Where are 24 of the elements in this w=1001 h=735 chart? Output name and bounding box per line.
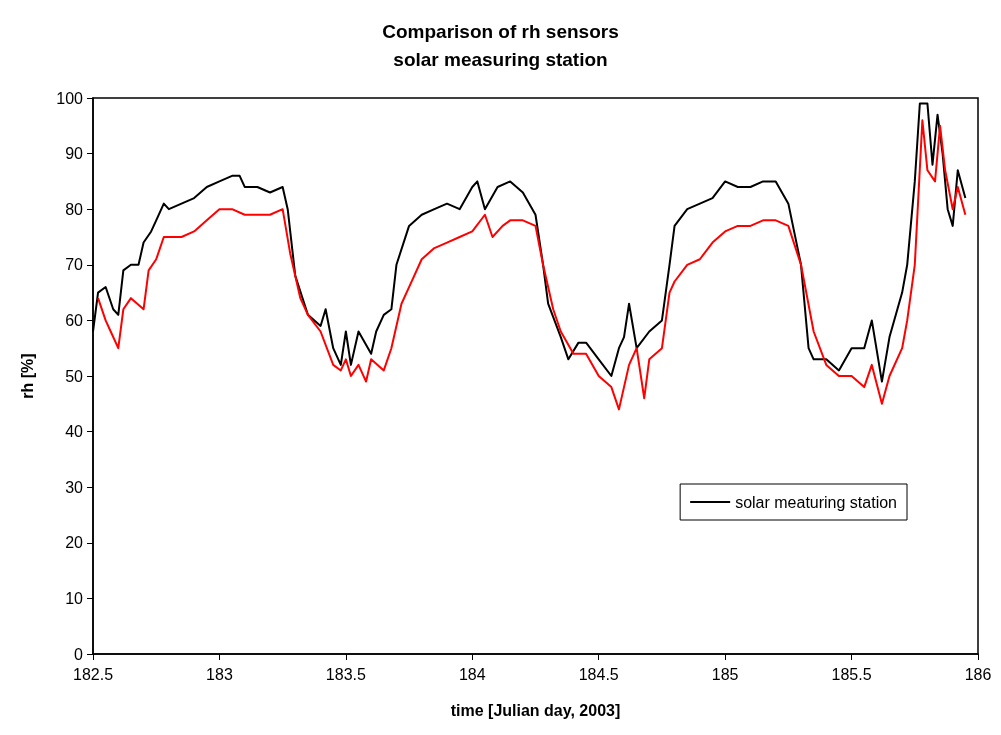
y-axis-title: rh [%] — [18, 353, 36, 399]
x-tick-label: 184.5 — [578, 665, 619, 683]
x-tick-label: 183 — [206, 665, 233, 683]
x-tick-label: 186 — [964, 665, 992, 683]
chart-title: Comparison of rh sensors solar measuring station — [382, 20, 619, 70]
line-series — [97, 119, 967, 411]
x-tick-label: 182.5 — [72, 665, 114, 683]
y-tick-label: 0 — [74, 645, 84, 663]
x-tick-label: 184 — [458, 665, 486, 683]
y-tick-label: 20 — [65, 534, 84, 552]
y-tick-label: 10 — [65, 589, 84, 607]
y-tick-label: 50 — [65, 367, 84, 385]
y-tick-label: 40 — [65, 423, 84, 441]
y-tick-label: 100 — [56, 89, 84, 107]
x-tick-label: 185 — [711, 665, 739, 683]
y-tick-label: 90 — [65, 145, 84, 163]
x-tick-label: 183.5 — [325, 665, 366, 683]
x-tick-label: 185.5 — [831, 665, 872, 683]
y-tick-label: 80 — [65, 200, 84, 218]
y-tick-label: 70 — [65, 256, 84, 274]
x-axis-title: time [Julian day, 2003] — [450, 701, 621, 719]
legend-label: solar meaturing station — [735, 493, 897, 511]
y-tick-label: 60 — [65, 311, 84, 329]
y-tick-label: 30 — [65, 478, 84, 496]
